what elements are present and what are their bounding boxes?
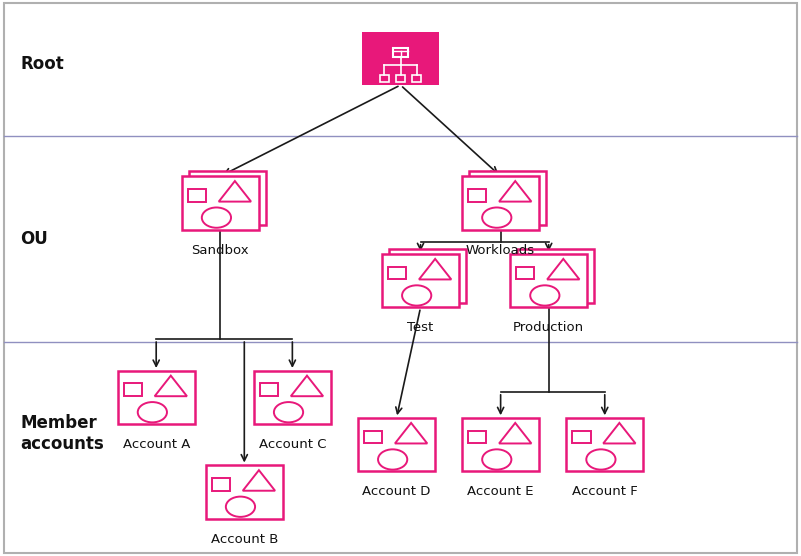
FancyBboxPatch shape xyxy=(358,418,435,471)
FancyBboxPatch shape xyxy=(517,249,594,302)
Text: Account D: Account D xyxy=(362,485,431,498)
Text: Workloads: Workloads xyxy=(466,244,535,256)
FancyBboxPatch shape xyxy=(118,371,195,424)
FancyBboxPatch shape xyxy=(382,254,459,307)
FancyBboxPatch shape xyxy=(566,418,643,471)
Text: Test: Test xyxy=(408,321,433,334)
Text: OU: OU xyxy=(20,230,48,248)
Text: Sandbox: Sandbox xyxy=(191,244,249,256)
FancyBboxPatch shape xyxy=(254,371,331,424)
Text: Production: Production xyxy=(513,321,584,334)
FancyBboxPatch shape xyxy=(510,254,587,307)
FancyBboxPatch shape xyxy=(462,176,539,230)
FancyBboxPatch shape xyxy=(206,465,283,519)
Text: Account F: Account F xyxy=(572,485,638,498)
Text: Account E: Account E xyxy=(467,485,534,498)
FancyBboxPatch shape xyxy=(362,32,439,85)
Text: Member
accounts: Member accounts xyxy=(20,414,104,453)
FancyBboxPatch shape xyxy=(469,171,546,225)
Text: Root: Root xyxy=(20,55,64,73)
FancyBboxPatch shape xyxy=(462,418,539,471)
FancyBboxPatch shape xyxy=(182,176,259,230)
FancyBboxPatch shape xyxy=(189,171,266,225)
Text: Account C: Account C xyxy=(259,438,326,451)
FancyBboxPatch shape xyxy=(389,249,466,302)
Text: Account B: Account B xyxy=(211,533,278,545)
Text: Account A: Account A xyxy=(123,438,190,451)
